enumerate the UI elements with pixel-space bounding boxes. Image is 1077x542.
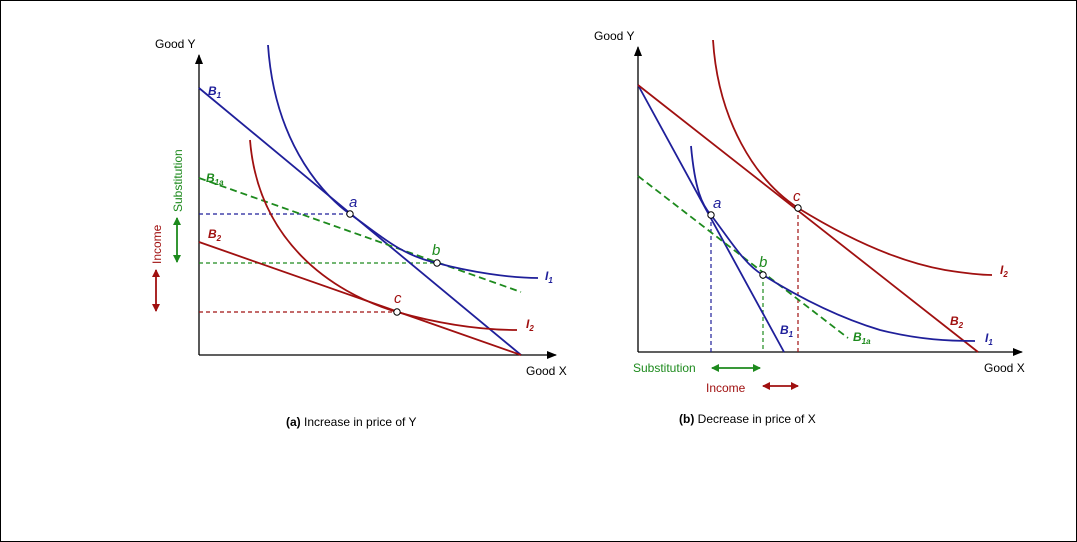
panel-b-budget-b2 bbox=[637, 84, 979, 353]
panel-a-point-a-marker bbox=[346, 210, 354, 218]
panel-a-indifference-i2 bbox=[249, 139, 518, 331]
panel-a-substitution-label: Substitution bbox=[171, 149, 185, 212]
panel-a-x-axis-label: Good X bbox=[526, 364, 567, 378]
panel-a-point-a-label: a bbox=[349, 194, 357, 211]
panel-b-point-c-label: c bbox=[793, 188, 801, 205]
panel-a-b2-label: B2 bbox=[208, 227, 222, 243]
panel-b-indifference-i1 bbox=[690, 145, 976, 342]
panel-b-b1-label: B1 bbox=[780, 323, 794, 339]
panel-b-point-c-marker bbox=[794, 204, 802, 212]
panel-a-point-b-marker bbox=[433, 259, 441, 267]
panel-b-x-axis-label: Good X bbox=[984, 361, 1025, 375]
panel-b-point-b-marker bbox=[759, 271, 767, 279]
panel-a-b1-label: B1 bbox=[208, 84, 222, 100]
panel-b-point-a-label: a bbox=[713, 195, 721, 212]
panel-a-indifference-i1 bbox=[267, 44, 539, 279]
panel-a-i1-label: I1 bbox=[545, 269, 553, 285]
panel-b-indifference-i2 bbox=[712, 39, 993, 276]
panel-b-y-axis-label: Good Y bbox=[594, 29, 634, 43]
panel-b: Good Y Good X a b c B1 B1a B2 I1 I2 Subs… bbox=[594, 29, 1025, 426]
panel-b-point-a-marker bbox=[707, 211, 715, 219]
panel-a: Good Y Good X a b c B1 B1a B2 I1 I2 Subs… bbox=[150, 37, 567, 429]
panel-a-y-axis-label: Good Y bbox=[155, 37, 195, 51]
panel-b-caption: (b) Decrease in price of X bbox=[679, 412, 816, 426]
panel-b-income-label: Income bbox=[706, 381, 746, 395]
panel-a-i2-label: I2 bbox=[526, 317, 534, 333]
panel-b-substitution-label: Substitution bbox=[633, 361, 696, 375]
panel-a-point-b-label: b bbox=[432, 242, 440, 259]
panel-a-b1a-label: B1a bbox=[206, 171, 224, 187]
panel-a-caption: (a) Increase in price of Y bbox=[286, 415, 417, 429]
panel-b-i2-label: I2 bbox=[1000, 263, 1008, 279]
panel-a-point-c-label: c bbox=[394, 290, 402, 307]
panel-b-b2-label: B2 bbox=[950, 314, 964, 330]
panel-b-point-b-label: b bbox=[759, 254, 767, 271]
panel-a-point-c-marker bbox=[393, 308, 401, 316]
panel-a-income-label: Income bbox=[150, 224, 164, 264]
panel-b-i1-label: I1 bbox=[985, 331, 993, 347]
panel-a-budget-b1a bbox=[198, 177, 522, 293]
panel-b-b1a-label: B1a bbox=[853, 330, 871, 346]
